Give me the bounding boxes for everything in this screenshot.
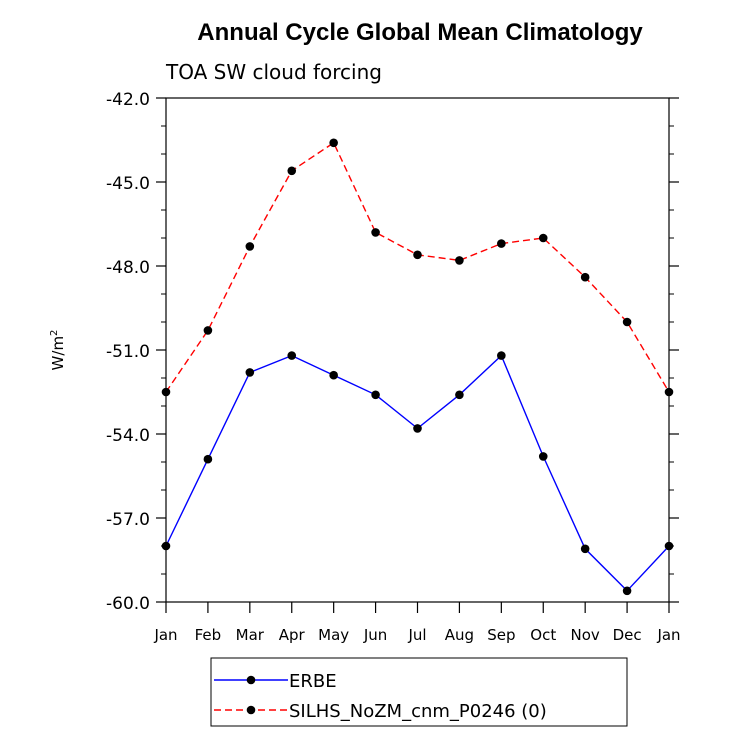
y-tick-label: -60.0 [106, 594, 150, 614]
series-2-point [287, 166, 297, 176]
x-tick-label: Jan [656, 626, 680, 644]
x-tick-label: Jan [153, 626, 177, 644]
series-2-point [497, 239, 506, 248]
series-2-point [622, 317, 632, 327]
x-axis: Jan Feb Mar Apr May Jun Jul Aug Sep Oct Nov Dec Jan [153, 602, 681, 644]
legend-marker-1 [246, 675, 256, 685]
x-tick-label: May [318, 626, 349, 644]
x-tick-label: Jun [363, 626, 387, 644]
y-tick-label: -45.0 [106, 174, 150, 194]
legend-label-2: SILHS_NoZM_cnm_P0246 (0) [289, 701, 547, 722]
series-line-1 [165, 354, 670, 592]
x-tick-label: Mar [236, 626, 265, 644]
chart-subtitle: TOA SW cloud forcing [165, 60, 382, 84]
series-2-point [538, 233, 548, 243]
series-2-point [413, 250, 422, 260]
series-1-point [287, 351, 297, 360]
legend-label-1: ERBE [289, 671, 337, 692]
x-tick-label: Apr [279, 626, 306, 644]
series-1-point [161, 541, 171, 551]
series-2-point [329, 138, 338, 148]
series-1-point [664, 541, 674, 551]
series-1-point [622, 586, 632, 596]
series-2-point [664, 387, 674, 397]
series-2-point [245, 242, 255, 251]
y-tick-label: -54.0 [106, 426, 150, 446]
plot-frame [165, 97, 670, 603]
x-tick-label: Oct [530, 626, 556, 644]
y-tick-label: -48.0 [106, 258, 150, 278]
series-layer [161, 138, 674, 596]
series-1-point [413, 424, 422, 433]
y-axis-label-text: W/m [49, 336, 67, 371]
x-tick-label: Jul [407, 626, 426, 644]
series-2-point [203, 326, 213, 335]
series-1-point [329, 370, 338, 380]
series-1-point [245, 368, 255, 377]
y-tick-label: -42.0 [106, 90, 150, 110]
legend: ERBE SILHS_NoZM_cnm_P0246 (0) [210, 657, 628, 727]
series-2-point [161, 387, 171, 397]
x-tick-label: Sep [487, 626, 515, 644]
x-tick-label: Nov [571, 626, 600, 644]
series-1-point [371, 390, 380, 400]
series-2-point [371, 228, 380, 237]
series-2-point [455, 256, 464, 265]
y-tick-label: -51.0 [106, 342, 150, 362]
x-tick-label: Aug [445, 626, 474, 644]
y-axis-label-superscript: 2 [49, 330, 60, 336]
x-tick-label: Feb [195, 626, 222, 644]
series-1-point [580, 544, 590, 554]
series-line-2 [165, 141, 670, 393]
y-axis-label: W/m2 [49, 330, 67, 371]
series-1-point [203, 454, 213, 464]
series-1-point [538, 452, 548, 461]
series-2-point [580, 272, 590, 282]
chart-title: Annual Cycle Global Mean Climatology [197, 19, 643, 46]
x-tick-label: Dec [613, 626, 642, 644]
y-tick-label: -57.0 [106, 510, 150, 530]
series-1-point [455, 390, 464, 400]
series-1-point [497, 351, 506, 360]
legend-box [210, 657, 628, 727]
y-axis: -42.0 -45.0 -48.0 -51.0 -54.0 -57.0 -60.0 [106, 90, 679, 614]
legend-marker-2 [246, 705, 256, 715]
